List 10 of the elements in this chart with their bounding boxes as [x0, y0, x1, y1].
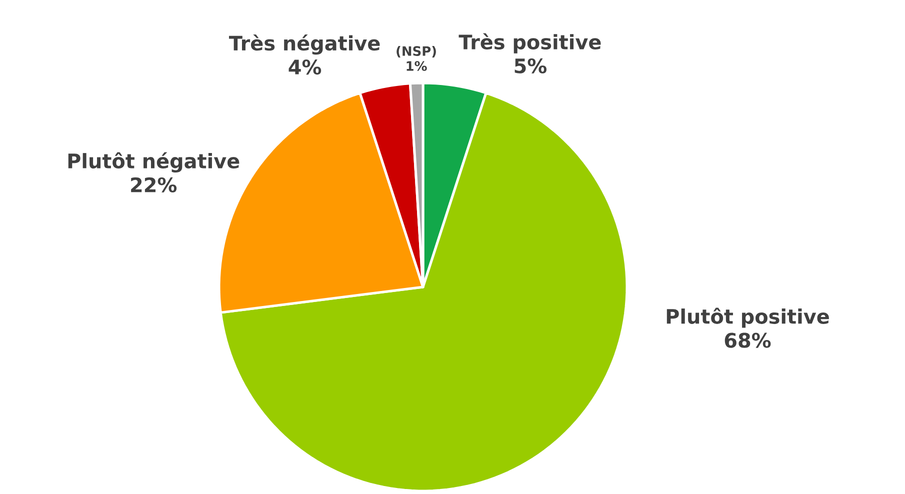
slice-label: Plutôt positive	[666, 308, 829, 328]
slice-label: (NSP)	[396, 46, 436, 58]
data-label: 5%	[514, 58, 546, 74]
data-label: 4%	[288, 60, 322, 75]
slice-label: Très négative	[228, 34, 380, 55]
slice-label: Plutôt négative	[68, 152, 240, 172]
data-label: 1%	[406, 61, 427, 71]
data-label: 68%	[724, 332, 771, 348]
slice-label: Très positive	[458, 33, 601, 54]
data-label: 22%	[131, 177, 177, 192]
